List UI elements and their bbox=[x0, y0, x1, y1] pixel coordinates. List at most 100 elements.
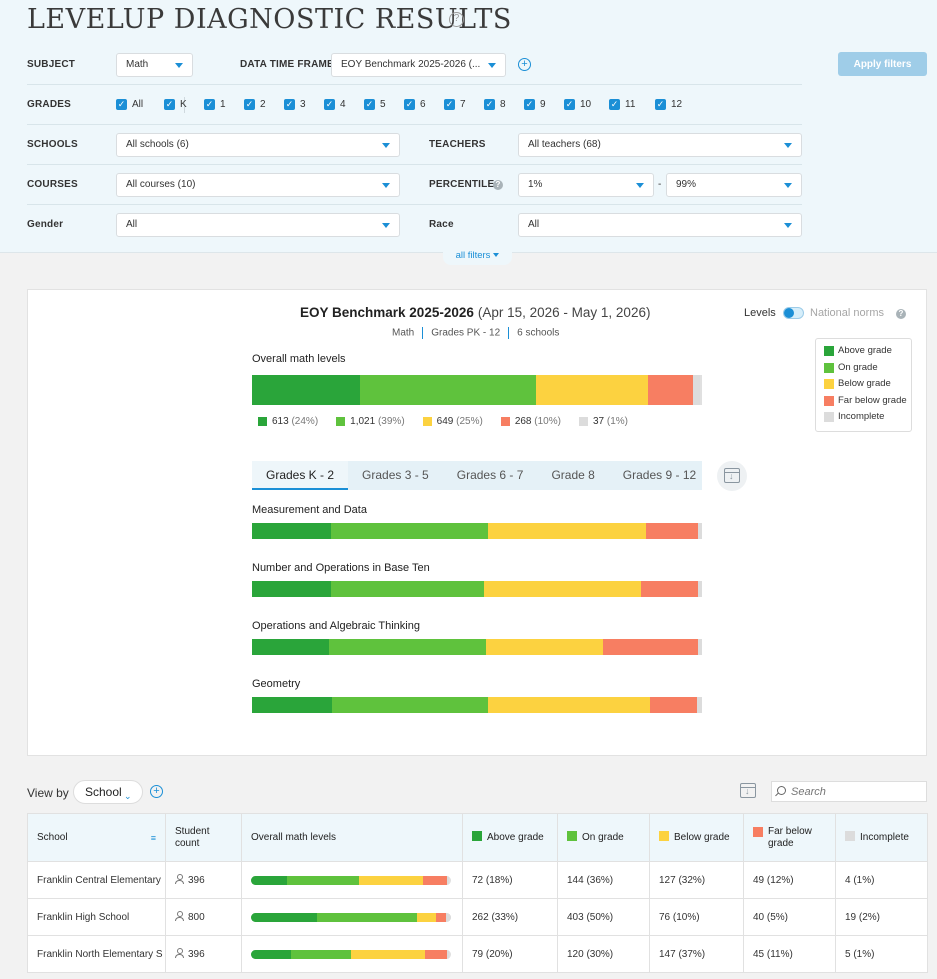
grade-checkbox-7[interactable]: ✓ 7 bbox=[444, 99, 466, 110]
legend-item-on: On grade bbox=[824, 362, 911, 379]
column-header-incomplete[interactable]: Incomplete bbox=[835, 813, 928, 862]
checkmark-icon: ✓ bbox=[324, 99, 335, 110]
grade-divider bbox=[184, 97, 185, 113]
row-segment-below bbox=[351, 949, 425, 959]
overall-levels-cell bbox=[241, 935, 463, 973]
column-header-below[interactable]: Below grade bbox=[649, 813, 744, 862]
download-icon bbox=[724, 468, 740, 483]
help-icon[interactable]: ? bbox=[449, 12, 464, 27]
column-header-school[interactable]: School ≡ bbox=[27, 813, 166, 862]
grade-checkbox-k[interactable]: ✓ K bbox=[164, 99, 187, 110]
grade-checkbox-6[interactable]: ✓ 6 bbox=[404, 99, 426, 110]
tab-grades-k-2[interactable]: Grades K - 2 bbox=[252, 461, 349, 490]
domain-segment-incomplete bbox=[697, 523, 702, 539]
grade-checkbox-4[interactable]: ✓ 4 bbox=[324, 99, 346, 110]
column-header-on[interactable]: On grade bbox=[557, 813, 650, 862]
schools-select[interactable]: All schools (6) bbox=[116, 133, 400, 157]
domain-segment-far-below bbox=[650, 697, 698, 713]
tab-grade-8[interactable]: Grade 8 bbox=[551, 468, 595, 482]
gender-select[interactable]: All bbox=[116, 213, 400, 237]
person-icon bbox=[175, 911, 184, 921]
domain-levels-bar[interactable] bbox=[252, 581, 702, 597]
courses-select[interactable]: All courses (10) bbox=[116, 173, 400, 197]
checkmark-icon: ✓ bbox=[116, 99, 127, 110]
table-row[interactable]: Franklin Central Elementary 396 72 (18%) 14… bbox=[27, 861, 928, 899]
overall-segment-far-below bbox=[648, 375, 693, 405]
grade-checkbox-9[interactable]: ✓ 9 bbox=[524, 99, 546, 110]
tab-grades-9-12[interactable]: Grades 9 - 12 bbox=[622, 468, 697, 482]
grade-checkbox-3[interactable]: ✓ 3 bbox=[284, 99, 306, 110]
help-icon[interactable]: ? bbox=[896, 309, 906, 319]
domain-segment-far-below bbox=[645, 523, 698, 539]
all-filters-toggle[interactable]: all filters bbox=[443, 247, 512, 265]
table-row[interactable]: Franklin High School 800 262 (33%) 403 (50%… bbox=[27, 898, 928, 936]
grade-tabs: Grades K - 2 Grades 3 - 5 Grades 6 - 7 G… bbox=[252, 461, 702, 490]
domain-segment-far-below bbox=[603, 639, 698, 655]
domain-levels-bar[interactable] bbox=[252, 523, 702, 539]
tab-grades-3-5[interactable]: Grades 3 - 5 bbox=[362, 468, 429, 482]
percentile-dash: - bbox=[658, 179, 662, 190]
teachers-select[interactable]: All teachers (68) bbox=[518, 133, 802, 157]
row-segment-far-below bbox=[425, 949, 447, 959]
domain-label: Number and Operations in Base Ten bbox=[252, 562, 430, 574]
row-levels-bar bbox=[251, 912, 451, 922]
grade-checkbox-2[interactable]: ✓ 2 bbox=[244, 99, 266, 110]
tab-grades-6-7[interactable]: Grades 6 - 7 bbox=[456, 468, 524, 482]
column-header-far-below[interactable]: Far below grade bbox=[743, 813, 836, 862]
column-header-above[interactable]: Above grade bbox=[462, 813, 558, 862]
download-button[interactable] bbox=[717, 461, 747, 491]
subject-select[interactable]: Math bbox=[116, 53, 193, 77]
grade-checkbox-all[interactable]: ✓ All bbox=[116, 99, 144, 110]
grade-checkbox-11[interactable]: ✓ 11 bbox=[609, 99, 636, 110]
sort-icon[interactable]: ≡ bbox=[150, 832, 156, 843]
grade-checkbox-5[interactable]: ✓ 5 bbox=[364, 99, 386, 110]
view-by-select[interactable]: School ⌄ bbox=[73, 780, 143, 804]
apply-filters-button[interactable]: Apply filters bbox=[838, 52, 927, 76]
table-row[interactable]: Franklin North Elementary S 396 79 (20%) 12… bbox=[27, 935, 928, 973]
overall-levels-bar[interactable] bbox=[252, 375, 702, 405]
row-segment-above bbox=[251, 875, 287, 885]
column-header-overall[interactable]: Overall math levels bbox=[241, 813, 463, 862]
levels-norms-toggle[interactable] bbox=[783, 307, 804, 319]
percentile-to-select[interactable]: 99% bbox=[666, 173, 802, 197]
row-segment-incomplete bbox=[447, 949, 449, 959]
grade-checkbox-8[interactable]: ✓ 8 bbox=[484, 99, 506, 110]
caret-down-icon bbox=[493, 253, 500, 258]
student-count-cell: 396 bbox=[165, 861, 242, 899]
row-segment-above bbox=[251, 949, 291, 959]
incomplete-cell: 5 (1%) bbox=[835, 935, 928, 973]
overall-segment-above bbox=[252, 375, 360, 405]
caret-down-icon bbox=[488, 63, 496, 68]
filter-row-subject: SUBJECT Math DATA TIME FRAME EOY Benchma… bbox=[27, 45, 802, 85]
percentile-label: PERCENTILE bbox=[429, 179, 495, 190]
column-header-student-count[interactable]: Student count bbox=[165, 813, 242, 862]
percentile-from-select[interactable]: 1% bbox=[518, 173, 654, 197]
checkmark-icon: ✓ bbox=[484, 99, 495, 110]
checkmark-icon: ✓ bbox=[284, 99, 295, 110]
legend-item-above: Above grade bbox=[824, 345, 911, 362]
add-timeframe-icon[interactable]: + bbox=[518, 58, 531, 71]
caret-down-icon bbox=[382, 183, 390, 188]
search-icon bbox=[777, 786, 786, 795]
help-icon[interactable]: ? bbox=[493, 180, 503, 190]
timeframe-select[interactable]: EOY Benchmark 2025-2026 (... bbox=[331, 53, 506, 77]
domain-segment-incomplete bbox=[697, 697, 702, 713]
race-select[interactable]: All bbox=[518, 213, 802, 237]
legend-item-incomplete: Incomplete bbox=[824, 411, 911, 428]
person-icon bbox=[175, 948, 184, 958]
domain-levels-bar[interactable] bbox=[252, 697, 702, 713]
grade-checkbox-10[interactable]: ✓ 10 bbox=[564, 99, 592, 110]
search-input[interactable] bbox=[771, 781, 927, 802]
domain-segment-above bbox=[252, 697, 333, 713]
domain-levels-bar[interactable] bbox=[252, 639, 702, 655]
row-segment-on bbox=[287, 875, 359, 885]
domain-segment-above bbox=[252, 523, 331, 539]
add-view-icon[interactable]: + bbox=[150, 785, 163, 798]
subject-value: Math bbox=[126, 59, 149, 70]
count-incomplete: 37 (1%) bbox=[578, 416, 628, 427]
grade-checkbox-1[interactable]: ✓ 1 bbox=[204, 99, 226, 110]
legend-item-below: Below grade bbox=[824, 378, 911, 395]
grade-checkbox-12[interactable]: ✓ 12 bbox=[655, 99, 683, 110]
on-grade-cell: 144 (36%) bbox=[557, 861, 650, 899]
domain-segment-on bbox=[330, 581, 484, 597]
